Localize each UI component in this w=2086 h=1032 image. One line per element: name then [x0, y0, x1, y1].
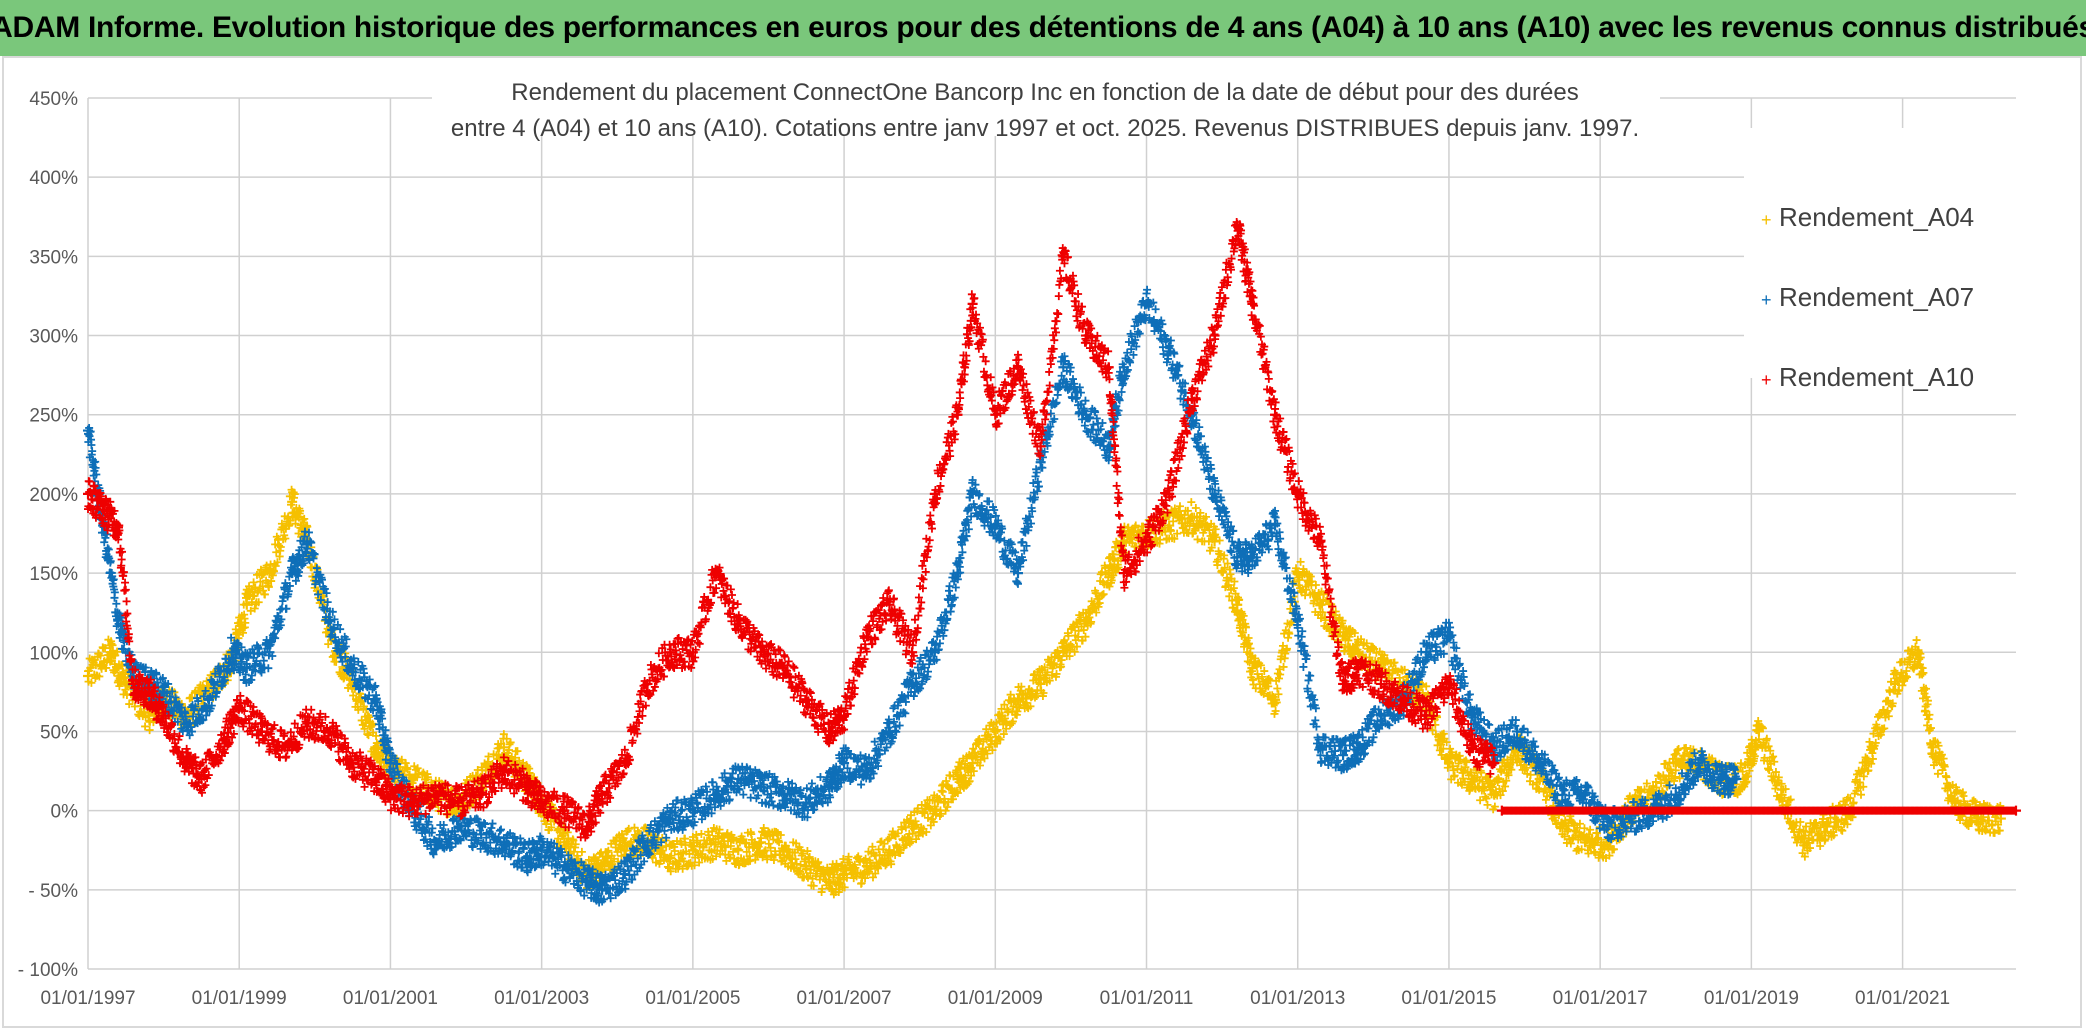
- Rendement_A04-mark: [411, 765, 420, 774]
- Rendement_A04-mark: [1796, 818, 1805, 826]
- Rendement_A04-mark: [300, 514, 309, 523]
- Rendement_A04-mark: [113, 647, 122, 656]
- Rendement_A04-mark: [95, 672, 104, 681]
- Rendement_A04-mark: [291, 519, 300, 528]
- Rendement_A04-mark: [364, 731, 373, 740]
- Rendement_A04-mark: [403, 765, 412, 774]
- Rendement_A04-mark: [1193, 535, 1202, 544]
- Rendement_A04-mark: [273, 558, 282, 567]
- Rendement_A04-mark: [1933, 769, 1942, 778]
- Rendement_A04-mark: [276, 542, 285, 551]
- report-banner: ADAM Informe. Evolution historique des p…: [0, 0, 2086, 56]
- Rendement_A04-mark: [145, 726, 154, 735]
- Rendement_A04-mark: [96, 651, 105, 660]
- Rendement_A04-mark: [1681, 743, 1690, 752]
- Rendement_A04-mark: [107, 639, 116, 648]
- Rendement_A04-mark: [401, 759, 410, 768]
- Rendement_A04-mark: [250, 604, 259, 613]
- Rendement_A04-mark: [271, 562, 280, 571]
- Rendement_A04-mark: [281, 534, 290, 543]
- Rendement_A04-mark: [1187, 498, 1196, 507]
- Rendement_A04-mark: [254, 598, 263, 607]
- Rendement_A04-mark: [1912, 636, 1921, 645]
- Rendement_A07-mark: [112, 599, 121, 608]
- Rendement_A04-mark: [1483, 800, 1492, 809]
- Rendement_A04-mark: [577, 847, 586, 856]
- Rendement_A07-mark: [497, 825, 506, 834]
- Rendement_A04-mark: [372, 739, 381, 748]
- Rendement_A04-mark: [267, 577, 276, 586]
- Rendement_A04-mark: [1273, 684, 1282, 693]
- Rendement_A04-mark: [290, 490, 299, 499]
- Rendement_A07-mark: [282, 604, 291, 613]
- Rendement_A07-mark: [708, 778, 717, 787]
- Rendement_A04-mark: [363, 730, 372, 739]
- Rendement_A04-mark: [497, 739, 506, 748]
- Rendement_A04-mark: [87, 678, 96, 687]
- Rendement_A04-mark: [271, 540, 280, 549]
- Rendement_A04-mark: [241, 618, 250, 627]
- Rendement_A04-mark: [141, 713, 150, 722]
- Rendement_A04-mark: [249, 578, 258, 587]
- grid-lines: [87, 97, 2016, 970]
- Rendement_A04-mark: [269, 567, 278, 576]
- Rendement_A04-mark: [365, 713, 374, 722]
- chart-area: Rendement du placement ConnectOne Bancor…: [2, 56, 2082, 1028]
- Rendement_A04-mark: [303, 522, 312, 531]
- Rendement_A04-mark: [938, 787, 947, 796]
- Rendement_A04-mark: [259, 586, 268, 595]
- Rendement_A04-mark: [1482, 794, 1491, 803]
- scatter-chart: Rendement du placement ConnectOne Bancor…: [18, 64, 2024, 1009]
- Rendement_A04-mark: [484, 752, 493, 761]
- Rendement_A07-mark: [264, 664, 273, 673]
- Rendement_A07-mark: [495, 826, 504, 835]
- Rendement_A04-mark: [354, 705, 363, 714]
- Rendement_A04-mark: [372, 731, 381, 740]
- Rendement_A04-mark: [499, 730, 508, 739]
- Rendement_A04-mark: [1580, 824, 1589, 833]
- Rendement_A04-mark: [285, 492, 294, 501]
- Rendement_A04-mark: [272, 548, 281, 557]
- Rendement_A04-mark: [495, 743, 504, 752]
- Rendement_A04-mark: [285, 521, 294, 530]
- report-banner-title: ADAM Informe. Evolution historique des p…: [0, 11, 2086, 44]
- Rendement_A04-mark: [1857, 790, 1865, 799]
- Rendement_A07-mark: [488, 819, 497, 828]
- data-points: [83, 217, 2021, 907]
- Rendement_A04-mark: [275, 541, 284, 550]
- Rendement_A04-mark: [360, 724, 369, 733]
- Rendement_A04-mark: [141, 722, 150, 731]
- Rendement_A04-mark: [502, 734, 511, 743]
- Rendement_A04-mark: [234, 630, 243, 639]
- Rendement_A04-mark: [423, 773, 432, 782]
- Rendement_A04-mark: [1191, 503, 1200, 512]
- Rendement_A04-mark: [1219, 567, 1228, 576]
- Rendement_A04-mark: [256, 577, 265, 586]
- Rendement_A04-mark: [101, 644, 110, 653]
- Rendement_A04-mark: [113, 664, 122, 673]
- Rendement_A04-mark: [242, 599, 251, 608]
- Rendement_A04-mark: [296, 506, 305, 515]
- Rendement_A04-mark: [264, 583, 273, 592]
- Rendement_A04-mark: [260, 590, 269, 599]
- Rendement_A04-mark: [287, 500, 296, 509]
